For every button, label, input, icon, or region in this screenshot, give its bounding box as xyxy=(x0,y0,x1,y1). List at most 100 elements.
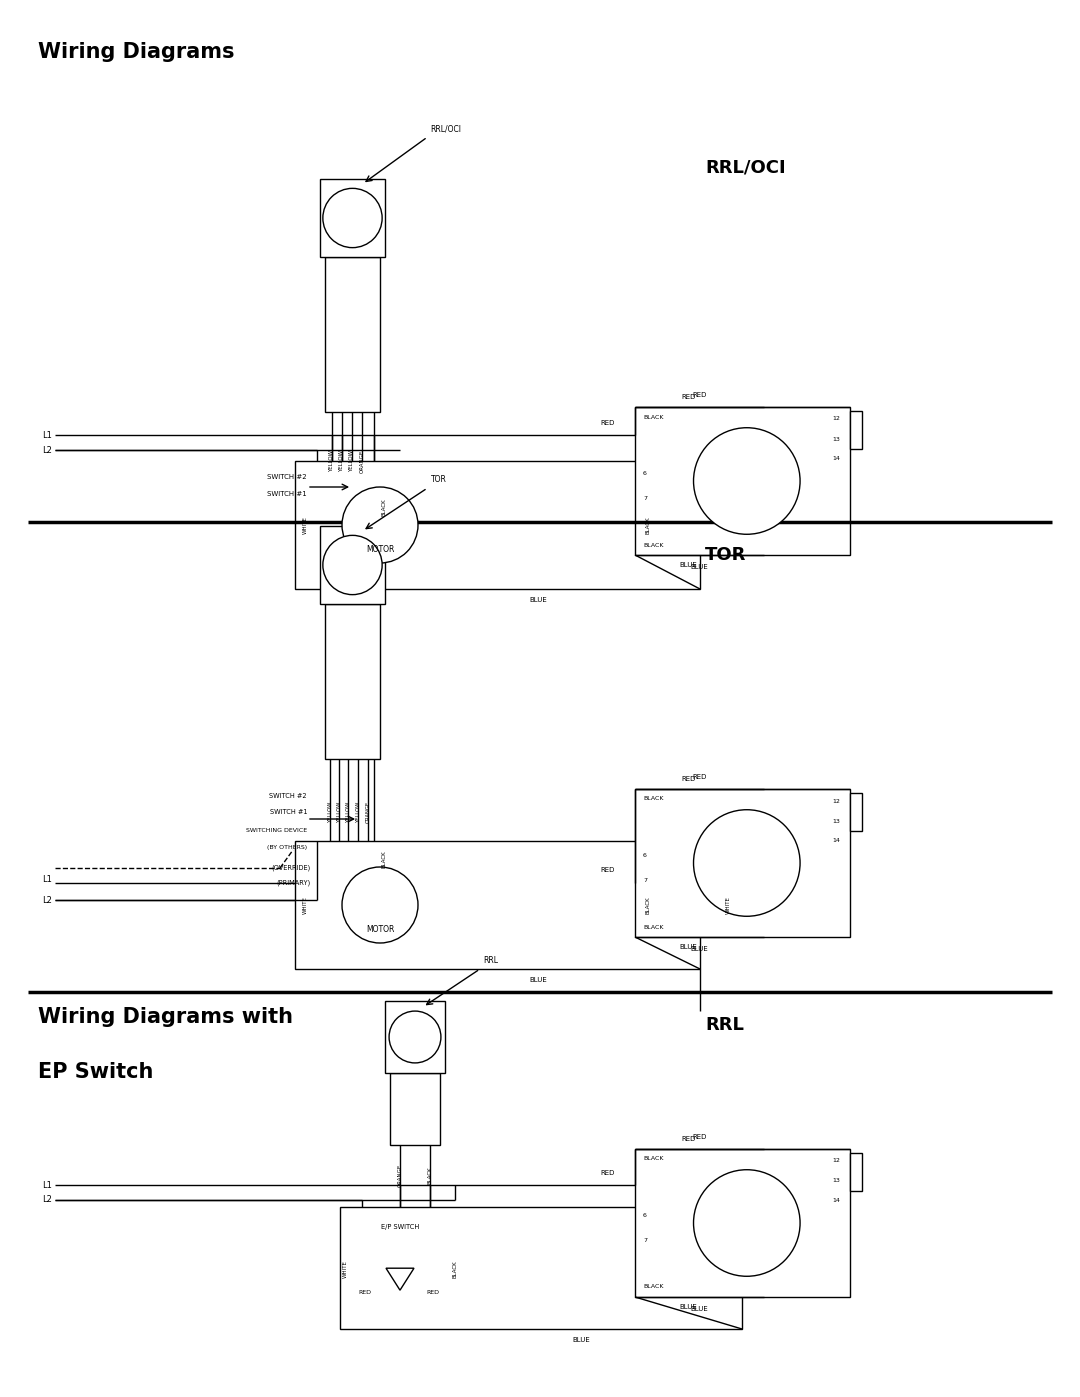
Text: BLACK: BLACK xyxy=(643,1157,663,1161)
Text: BLACK: BLACK xyxy=(428,1166,432,1183)
Text: BLACK: BLACK xyxy=(643,796,663,802)
Text: WHITE: WHITE xyxy=(726,895,730,914)
Bar xyxy=(850,1153,862,1192)
Text: 12: 12 xyxy=(832,416,840,422)
Bar xyxy=(325,257,380,412)
Text: EP Switch: EP Switch xyxy=(38,1062,153,1083)
Text: YELLOW: YELLOW xyxy=(350,450,354,472)
Bar xyxy=(390,1073,440,1146)
Text: RRL/OCI: RRL/OCI xyxy=(705,158,785,176)
Text: 13: 13 xyxy=(832,436,840,441)
Text: BLUE: BLUE xyxy=(529,597,546,604)
Text: 7: 7 xyxy=(643,879,647,883)
Text: BLUE: BLUE xyxy=(529,977,546,983)
Text: L1: L1 xyxy=(42,1180,52,1189)
Text: L2: L2 xyxy=(42,446,52,454)
Text: RED: RED xyxy=(692,393,706,398)
Text: 14: 14 xyxy=(832,1199,840,1203)
Text: L2: L2 xyxy=(42,895,52,904)
Circle shape xyxy=(389,1011,441,1063)
Text: L2: L2 xyxy=(42,1196,52,1204)
Text: BLUE: BLUE xyxy=(690,946,708,951)
Text: BLUE: BLUE xyxy=(680,1303,698,1310)
Text: TOR: TOR xyxy=(705,546,746,564)
Text: (OVERRIDE): (OVERRIDE) xyxy=(272,865,311,872)
Text: BLACK: BLACK xyxy=(453,1260,458,1278)
Circle shape xyxy=(323,189,382,247)
Bar xyxy=(635,789,850,937)
Text: 7: 7 xyxy=(643,496,647,502)
Bar xyxy=(635,407,850,555)
Text: 6: 6 xyxy=(643,854,647,858)
Text: 13: 13 xyxy=(832,1179,840,1183)
Text: RED: RED xyxy=(692,774,706,780)
Text: (BY OTHERS): (BY OTHERS) xyxy=(267,845,307,849)
Text: BLACK: BLACK xyxy=(381,499,387,515)
Text: MOTOR: MOTOR xyxy=(366,545,394,555)
Text: BLUE: BLUE xyxy=(680,562,698,569)
Text: SWITCH #1: SWITCH #1 xyxy=(270,809,307,814)
Bar xyxy=(325,604,380,759)
Text: BLUE: BLUE xyxy=(572,1337,590,1343)
Text: WHITE: WHITE xyxy=(302,515,308,534)
Text: 7: 7 xyxy=(643,1238,647,1243)
Circle shape xyxy=(342,488,418,563)
Text: SWITCH #2: SWITCH #2 xyxy=(269,793,307,799)
Text: 6: 6 xyxy=(643,1213,647,1218)
Text: RED: RED xyxy=(681,1136,696,1141)
Bar xyxy=(850,793,862,831)
Text: RED: RED xyxy=(692,1134,706,1140)
Text: SWITCH #2: SWITCH #2 xyxy=(268,474,307,481)
Text: YELLOW: YELLOW xyxy=(337,800,341,823)
Text: BLACK: BLACK xyxy=(646,515,650,534)
Text: ORANGE: ORANGE xyxy=(360,450,365,474)
Text: 12: 12 xyxy=(832,799,840,803)
Bar xyxy=(384,1002,445,1073)
Text: BLACK: BLACK xyxy=(643,925,663,929)
Text: ORANGE: ORANGE xyxy=(397,1164,403,1186)
Bar xyxy=(295,461,700,590)
Text: E/P SWITCH: E/P SWITCH xyxy=(381,1224,419,1229)
Text: RRL: RRL xyxy=(483,956,498,965)
Text: RED: RED xyxy=(600,1171,616,1176)
Text: SWITCH #1: SWITCH #1 xyxy=(267,490,307,497)
Bar xyxy=(320,179,384,257)
Text: BLACK: BLACK xyxy=(646,897,650,914)
Text: YELLOW: YELLOW xyxy=(339,450,345,472)
Text: BLUE: BLUE xyxy=(690,564,708,570)
Text: BLUE: BLUE xyxy=(690,1306,708,1312)
Bar xyxy=(295,841,700,970)
Bar xyxy=(320,527,384,604)
Text: RRL: RRL xyxy=(705,1016,744,1034)
Text: YELLOW: YELLOW xyxy=(329,450,335,472)
Text: RED: RED xyxy=(600,868,616,873)
Text: RED: RED xyxy=(681,775,696,782)
Circle shape xyxy=(693,427,800,534)
Circle shape xyxy=(693,1169,800,1277)
Text: L1: L1 xyxy=(42,875,52,883)
Text: YELLOW: YELLOW xyxy=(327,800,333,823)
Text: L1: L1 xyxy=(42,430,52,440)
Bar xyxy=(635,1148,850,1296)
Text: YELLOW: YELLOW xyxy=(346,800,351,823)
Text: BLUE: BLUE xyxy=(680,944,698,950)
Text: RED: RED xyxy=(600,420,616,426)
Text: RED: RED xyxy=(681,394,696,400)
Text: WHITE: WHITE xyxy=(302,895,308,914)
Bar xyxy=(340,1207,742,1329)
Text: 12: 12 xyxy=(832,1158,840,1164)
Text: RED: RED xyxy=(427,1289,440,1295)
Text: YELLOW: YELLOW xyxy=(355,800,361,823)
Bar xyxy=(355,1236,445,1302)
Circle shape xyxy=(323,535,382,595)
Text: RED: RED xyxy=(359,1289,372,1295)
Text: 6: 6 xyxy=(643,471,647,476)
Text: 14: 14 xyxy=(832,457,840,461)
Circle shape xyxy=(693,810,800,916)
Text: ORANGE: ORANGE xyxy=(365,800,370,823)
Bar xyxy=(850,411,862,448)
Text: WHITE: WHITE xyxy=(342,1260,348,1278)
Text: BLACK: BLACK xyxy=(643,1284,663,1289)
Text: SWITCHING DEVICE: SWITCHING DEVICE xyxy=(246,827,307,833)
Text: TOR: TOR xyxy=(431,475,446,483)
